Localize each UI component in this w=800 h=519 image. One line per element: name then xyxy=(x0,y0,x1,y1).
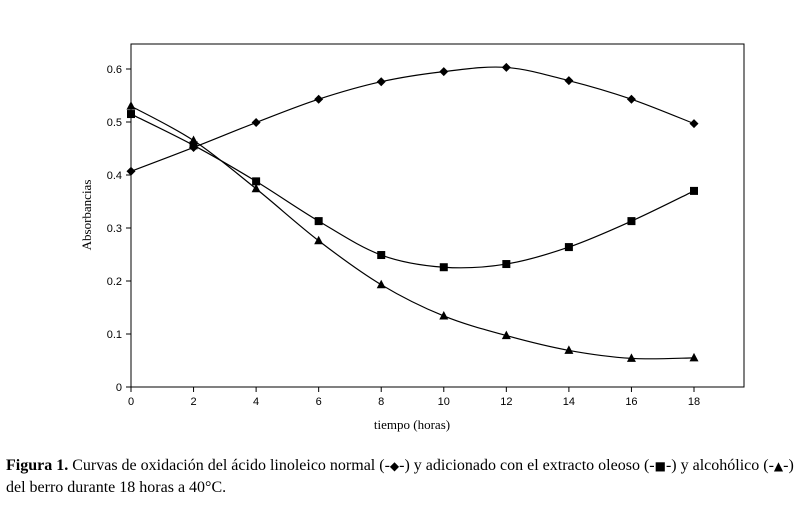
series-line-square xyxy=(130,113,695,269)
x-tick-label: 16 xyxy=(625,396,637,408)
diamond-data-point xyxy=(126,166,136,176)
diamond-data-point xyxy=(376,77,386,87)
square-data-point xyxy=(314,217,323,226)
y-tick-label: 0.4 xyxy=(107,170,122,182)
triangle-data-point xyxy=(501,330,511,340)
y-tick-label: 0.1 xyxy=(107,329,122,341)
square-data-point xyxy=(627,217,636,226)
series-line-triangle xyxy=(130,105,695,360)
triangle-icon: ▲ xyxy=(773,459,784,473)
x-tick-label: 4 xyxy=(253,396,259,408)
square-icon: ■ xyxy=(654,459,666,473)
triangle-data-point xyxy=(564,345,574,354)
square-data-point xyxy=(377,251,386,260)
square-data-point xyxy=(127,110,135,119)
square-data-point xyxy=(502,260,511,269)
caption-text-1: Curvas de oxidación del ácido linoleico … xyxy=(68,457,390,474)
y-tick-label: 0.2 xyxy=(107,276,122,288)
x-tick-label: 0 xyxy=(128,396,134,408)
y-tick-label: 0 xyxy=(116,382,122,394)
square-data-point xyxy=(564,243,573,252)
square-data-point xyxy=(690,186,698,195)
diamond-data-point xyxy=(689,119,699,129)
series-markers xyxy=(126,62,699,362)
triangle-data-point xyxy=(689,352,699,362)
x-tick-label: 12 xyxy=(500,396,512,408)
series-lines xyxy=(130,66,695,360)
diamond-data-point xyxy=(564,76,574,86)
x-tick-label: 6 xyxy=(316,396,322,408)
diamond-icon: ◆ xyxy=(389,459,400,473)
series-line-diamond xyxy=(130,66,695,172)
square-data-point xyxy=(252,177,261,186)
square-data-point xyxy=(189,141,198,150)
diamond-data-point xyxy=(251,118,261,128)
diamond-data-point xyxy=(439,67,449,77)
triangle-data-point xyxy=(626,353,636,362)
x-tick-label: 18 xyxy=(688,396,700,408)
diamond-data-point xyxy=(626,94,636,104)
figure-caption: Figura 1. Curvas de oxidación del ácido … xyxy=(6,455,796,499)
diamond-data-point xyxy=(314,94,324,104)
y-tick-label: 0.5 xyxy=(107,117,122,129)
triangle-data-point xyxy=(251,183,261,193)
x-tick-label: 14 xyxy=(563,396,575,408)
y-axis-title: Absorbancias xyxy=(79,180,94,251)
x-tick-label: 10 xyxy=(438,396,450,408)
x-tick-label: 2 xyxy=(190,396,196,408)
diamond-data-point xyxy=(501,62,511,72)
caption-label: Figura 1. xyxy=(6,457,69,474)
axes: 0 2 4 6 8 10 12 14 16 18 0 0.1 0.2 0.3 0.4 0.5 0.6 xyxy=(107,64,700,408)
x-tick-label: 8 xyxy=(378,396,384,408)
caption-text-2: -) y adicionado con el extracto oleoso (… xyxy=(399,457,655,474)
plot-area-frame xyxy=(130,43,745,388)
triangle-data-point xyxy=(126,101,136,110)
caption-text-3: -) y alcohólico (- xyxy=(665,457,774,474)
x-axis-title: tiempo (horas) xyxy=(374,417,450,432)
square-data-point xyxy=(439,263,448,272)
triangle-data-point xyxy=(314,235,324,245)
triangle-data-point xyxy=(376,279,386,289)
y-tick-label: 0.6 xyxy=(107,64,122,76)
triangle-data-point xyxy=(189,135,199,145)
triangle-data-point xyxy=(439,310,449,320)
y-tick-label: 0.3 xyxy=(107,223,122,235)
caption-text-4: -) del berro durante 18 horas a 40°C. xyxy=(6,457,794,496)
